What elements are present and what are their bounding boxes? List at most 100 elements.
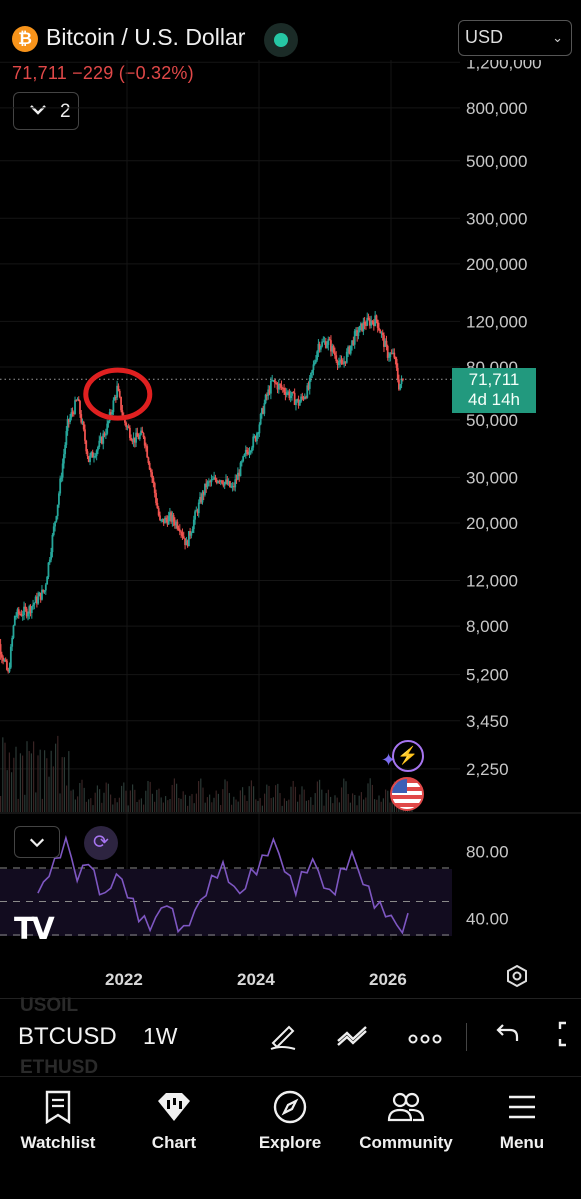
- volume-bar: [105, 782, 107, 812]
- candle-body: [155, 492, 157, 503]
- volume-bar: [180, 798, 182, 812]
- nav-community[interactable]: Community: [351, 1085, 461, 1153]
- candle-body: [165, 517, 168, 520]
- candle-body: [264, 394, 267, 404]
- candle-body: [194, 511, 196, 520]
- candle-body: [42, 589, 45, 592]
- volume-bar: [132, 784, 134, 812]
- rsi-collapse-button[interactable]: [14, 826, 60, 858]
- volume-bar: [127, 805, 129, 812]
- candle-body: [35, 596, 38, 604]
- volume-bar: [371, 784, 373, 812]
- candle-body: [111, 412, 114, 415]
- candle-body: [279, 383, 282, 385]
- y-tick-label: 12,000: [466, 571, 518, 590]
- fullscreen-icon[interactable]: [556, 1019, 581, 1055]
- candle-body: [86, 451, 89, 457]
- volume-bar: [189, 795, 191, 812]
- currency-value: USD: [465, 27, 504, 47]
- candle-body: [160, 519, 163, 521]
- volume-bar: [162, 802, 164, 812]
- candle-body: [313, 362, 316, 365]
- candle-body: [379, 330, 382, 334]
- candle-body: [322, 341, 325, 343]
- volume-bar: [101, 802, 103, 812]
- candle-body: [266, 394, 268, 396]
- settings-icon[interactable]: [504, 964, 530, 990]
- candle-body: [363, 321, 366, 325]
- currency-select[interactable]: USD ⌄: [458, 20, 572, 56]
- nav-explore[interactable]: Explore: [235, 1085, 345, 1153]
- volume-bar: [222, 789, 224, 812]
- price-chart[interactable]: 1,200,000 800,000 500,000 300,000 200,000 120…: [0, 60, 581, 1000]
- candle-body: [166, 519, 169, 525]
- pen-icon[interactable]: [265, 1019, 301, 1055]
- candle-body: [85, 440, 88, 452]
- symbol-bar: USOIL ETHUSD BTCUSD 1W: [0, 995, 581, 1078]
- undo-icon[interactable]: [490, 1019, 526, 1055]
- nav-menu[interactable]: Menu: [467, 1085, 577, 1153]
- candle-body: [52, 526, 55, 535]
- us-flag-icon[interactable]: [390, 777, 424, 811]
- candle-body: [47, 562, 50, 577]
- volume-bar: [387, 790, 389, 812]
- volume-bar: [279, 793, 281, 812]
- x-tick-label: 2022: [105, 970, 143, 989]
- candle-body: [215, 480, 218, 483]
- candle-body: [308, 377, 311, 389]
- rsi-level-label: 80.00: [466, 842, 509, 861]
- candle-body: [142, 432, 145, 438]
- candle-body: [24, 606, 27, 609]
- candle-body: [38, 592, 41, 597]
- candle-body: [93, 456, 95, 458]
- candle-body: [339, 359, 342, 363]
- candle-body: [351, 340, 353, 346]
- candle-body: [124, 418, 126, 423]
- volume-bar: [52, 766, 54, 812]
- candle-body: [152, 477, 155, 484]
- market-status-indicator[interactable]: [264, 23, 298, 57]
- volume-bar: [255, 799, 257, 812]
- volume-bar: [156, 789, 158, 812]
- symbol-selector[interactable]: BTCUSD: [18, 1023, 117, 1050]
- volume-bar: [292, 780, 294, 812]
- volume-bar: [103, 792, 105, 812]
- volume-bar: [259, 798, 261, 812]
- volume-bar: [2, 737, 4, 812]
- candle-body: [384, 340, 387, 347]
- timeframe-selector[interactable]: 1W: [143, 1023, 178, 1049]
- y-tick-label: 2,250: [466, 760, 509, 779]
- more-icon[interactable]: [407, 1019, 443, 1055]
- candle-body: [260, 408, 263, 414]
- candle-body: [383, 335, 385, 347]
- volume-bar: [202, 787, 204, 812]
- trend-drawing-icon[interactable]: [334, 1019, 370, 1055]
- volume-bar: [330, 796, 332, 812]
- candle-body: [202, 492, 205, 495]
- volume-bar: [369, 778, 371, 812]
- candle-body: [273, 380, 276, 383]
- candle-body: [344, 361, 347, 363]
- volume-bar: [110, 794, 112, 812]
- nav-chart[interactable]: Chart: [119, 1085, 229, 1153]
- volume-bar: [169, 798, 171, 812]
- refresh-icon[interactable]: ⟳: [84, 826, 118, 860]
- nav-label: Explore: [258, 1133, 322, 1152]
- symbol-title[interactable]: Bitcoin / U.S. Dollar: [46, 24, 246, 50]
- candle-body: [62, 454, 65, 464]
- candle-body: [195, 510, 198, 512]
- lightning-icon[interactable]: ⚡: [392, 740, 424, 772]
- nav-watchlist[interactable]: Watchlist: [3, 1085, 113, 1153]
- candle-body: [41, 589, 43, 600]
- volume-bar: [90, 798, 92, 812]
- volume-bar: [125, 790, 127, 812]
- candle-body: [153, 483, 156, 493]
- candle-body: [341, 363, 344, 365]
- candle-body: [94, 456, 97, 458]
- candle-body: [328, 339, 331, 341]
- candle-body: [398, 379, 400, 390]
- volume-bar: [138, 799, 140, 812]
- candle-body: [191, 529, 194, 533]
- volume-bar: [341, 787, 343, 812]
